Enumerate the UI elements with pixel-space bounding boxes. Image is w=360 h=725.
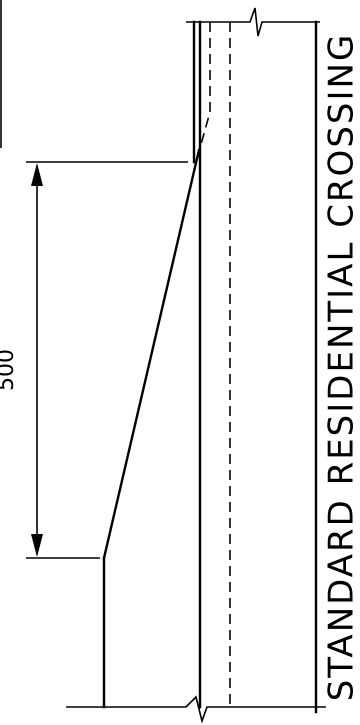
dashed-lip-line <box>199 22 211 149</box>
crossing-splay-line <box>102 148 201 560</box>
dimension-label: 500 <box>0 349 19 391</box>
drawing-title: STANDARD RESIDENTIAL CROSSING <box>322 33 360 702</box>
dimension-arrow-bottom <box>31 534 43 557</box>
dimension-arrow-top <box>31 163 43 186</box>
top-break-line <box>186 7 320 37</box>
bottom-break-line <box>66 695 326 724</box>
